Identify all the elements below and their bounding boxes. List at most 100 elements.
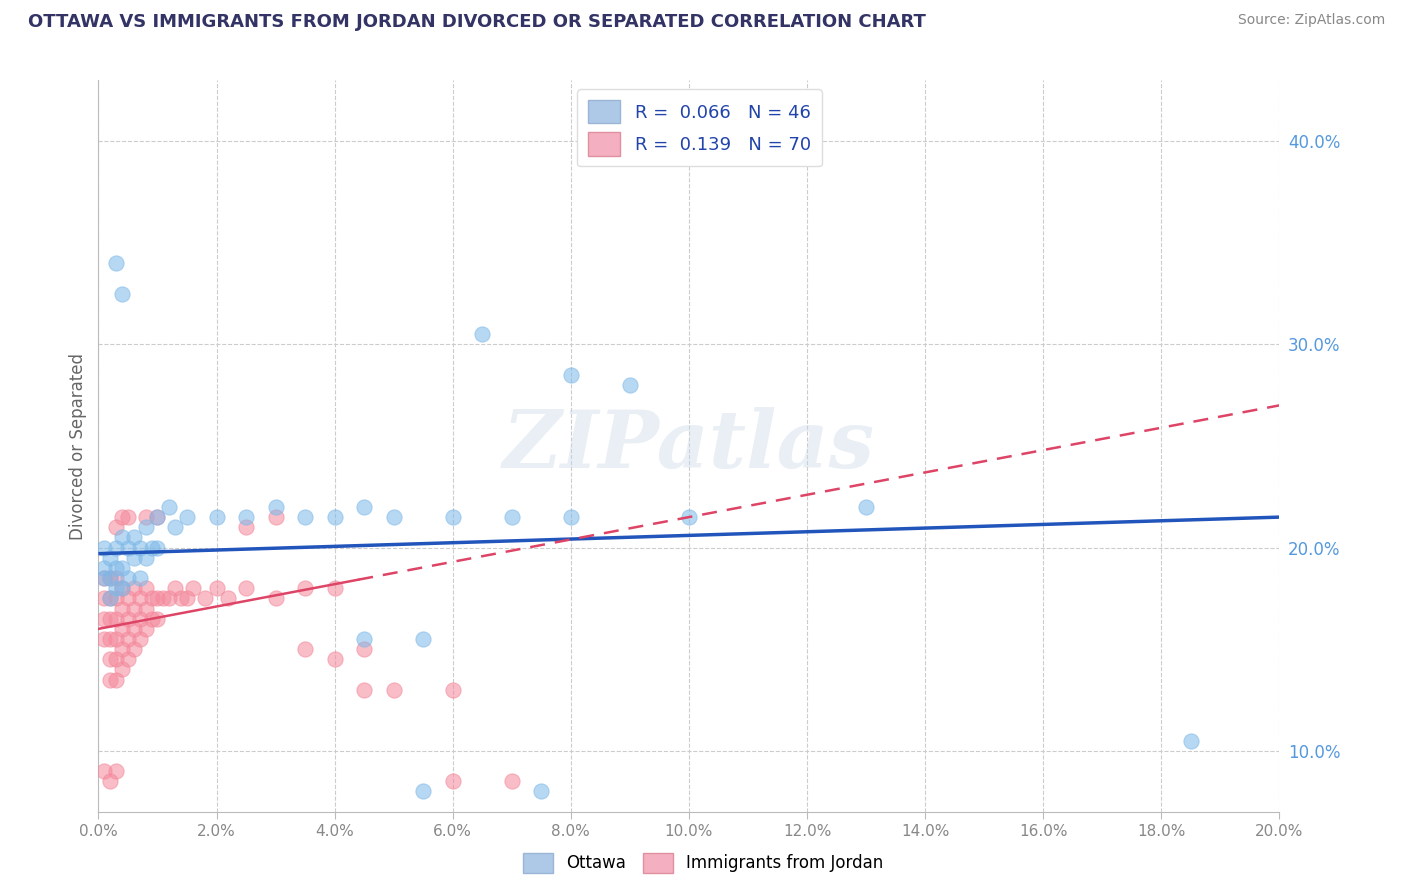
Point (128, 591, 150, 606)
Point (111, 622, 134, 636)
Point (128, 612, 150, 626)
Point (98, 571, 121, 585)
Legend: R =  0.066   N = 46, R =  0.139   N = 70: R = 0.066 N = 46, R = 0.139 N = 70 (576, 89, 821, 167)
Point (353, 632, 375, 646)
Point (181, 581, 204, 595)
Point (441, 682, 464, 697)
Point (560, 368, 582, 382)
Point (264, 510, 287, 524)
Point (93, 571, 115, 585)
Point (294, 510, 316, 524)
Point (105, 673, 128, 687)
Point (111, 510, 134, 524)
Point (217, 591, 239, 606)
Point (105, 571, 128, 585)
Point (105, 632, 128, 646)
Point (135, 601, 157, 615)
Point (117, 612, 139, 626)
Point (141, 612, 163, 626)
Point (170, 591, 193, 606)
Point (382, 510, 405, 524)
Point (98, 550, 121, 565)
Point (135, 510, 157, 524)
Point (117, 571, 139, 585)
Point (619, 378, 641, 392)
Point (105, 764, 128, 778)
Point (146, 591, 169, 606)
Point (530, 784, 553, 798)
Point (93, 541, 115, 555)
Point (93, 571, 115, 585)
Point (382, 682, 405, 697)
Point (176, 591, 198, 606)
Point (111, 642, 134, 657)
Point (235, 581, 257, 595)
Point (152, 591, 174, 606)
Point (105, 541, 128, 555)
Point (135, 581, 157, 595)
Point (111, 663, 134, 677)
Point (93, 591, 115, 606)
Point (122, 622, 145, 636)
Point (205, 581, 228, 595)
Point (105, 581, 128, 595)
Point (264, 591, 287, 606)
Point (98, 571, 121, 585)
Point (98, 591, 121, 606)
Point (441, 510, 464, 524)
Point (117, 541, 139, 555)
Point (105, 561, 128, 575)
Point (98, 673, 121, 687)
Y-axis label: Divorced or Separated: Divorced or Separated (69, 352, 87, 540)
Point (353, 642, 375, 657)
Point (98, 652, 121, 666)
Point (117, 652, 139, 666)
Point (105, 652, 128, 666)
Point (146, 612, 169, 626)
Point (194, 591, 217, 606)
Point (111, 530, 134, 544)
Point (501, 510, 523, 524)
Point (135, 622, 157, 636)
Point (141, 541, 163, 555)
Point (111, 581, 134, 595)
Point (122, 550, 145, 565)
Point (165, 581, 187, 595)
Point (323, 652, 346, 666)
Point (111, 601, 134, 615)
Point (122, 530, 145, 544)
Point (176, 510, 198, 524)
Point (146, 541, 169, 555)
Point (146, 510, 169, 524)
Point (560, 510, 582, 524)
Point (111, 286, 134, 301)
Point (93, 764, 115, 778)
Point (128, 541, 150, 555)
Point (294, 642, 316, 657)
Point (117, 632, 139, 646)
Point (501, 774, 523, 789)
Point (105, 520, 128, 534)
Point (323, 510, 346, 524)
Point (98, 591, 121, 606)
Point (122, 581, 145, 595)
Point (471, 327, 494, 342)
Point (93, 632, 115, 646)
Point (111, 581, 134, 595)
Legend: Ottawa, Immigrants from Jordan: Ottawa, Immigrants from Jordan (516, 847, 890, 880)
Point (117, 591, 139, 606)
Point (353, 682, 375, 697)
Point (412, 632, 434, 646)
Point (105, 256, 128, 270)
Point (165, 520, 187, 534)
Point (323, 581, 346, 595)
Point (98, 632, 121, 646)
Point (855, 500, 877, 514)
Point (235, 520, 257, 534)
Point (98, 612, 121, 626)
Point (93, 561, 115, 575)
Point (111, 561, 134, 575)
Point (678, 510, 700, 524)
Point (157, 591, 180, 606)
Point (441, 774, 464, 789)
